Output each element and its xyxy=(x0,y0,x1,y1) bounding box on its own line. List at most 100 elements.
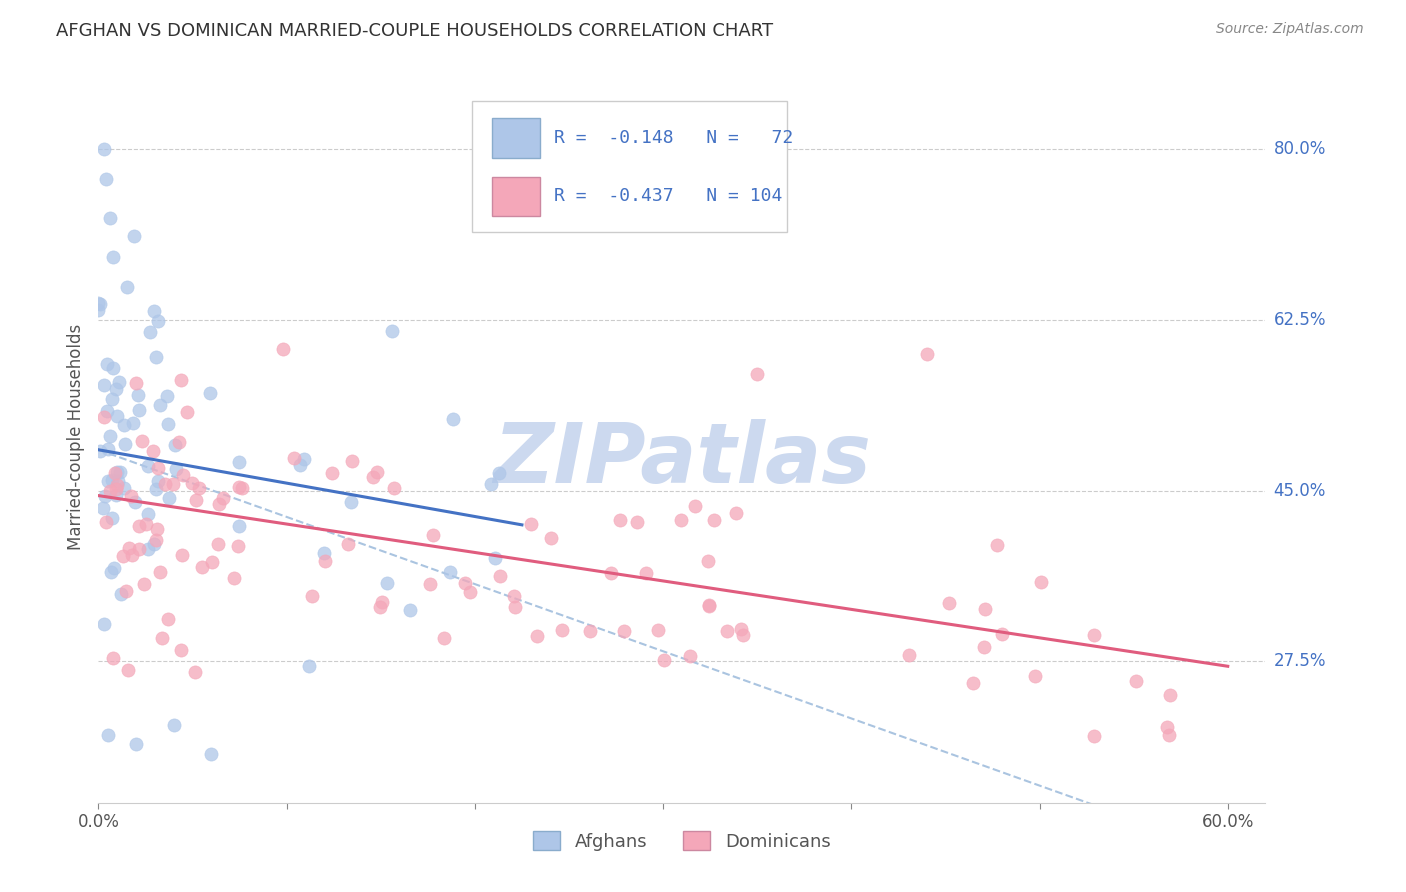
Point xyxy=(1024,669,1046,683)
Point xyxy=(145,533,167,548)
Point xyxy=(990,627,1012,641)
Point xyxy=(125,737,148,751)
Point xyxy=(647,624,669,638)
Point xyxy=(104,466,127,480)
Point xyxy=(149,565,172,579)
Point xyxy=(363,470,385,484)
Point xyxy=(120,490,142,504)
Point xyxy=(699,599,721,614)
Point xyxy=(93,617,115,632)
Point xyxy=(136,507,159,521)
Point xyxy=(1159,688,1181,702)
Point xyxy=(87,302,110,317)
Point xyxy=(121,549,143,563)
Point xyxy=(128,519,150,533)
Point xyxy=(103,250,125,264)
Point xyxy=(156,389,179,403)
Point xyxy=(526,629,548,643)
Point xyxy=(148,398,170,412)
Point xyxy=(124,495,146,509)
Point xyxy=(962,676,984,690)
Point xyxy=(1083,627,1105,641)
Point xyxy=(986,538,1008,552)
Point xyxy=(613,624,636,638)
Point xyxy=(187,481,209,495)
Point xyxy=(669,513,692,527)
Point xyxy=(143,303,166,318)
Point xyxy=(1029,575,1052,590)
Point xyxy=(371,595,394,609)
Point xyxy=(551,624,574,638)
Point xyxy=(146,461,169,475)
Point xyxy=(184,665,207,679)
Point xyxy=(375,576,398,591)
Point xyxy=(540,531,562,545)
Text: 80.0%: 80.0% xyxy=(1274,140,1326,159)
Point xyxy=(93,489,115,503)
Point xyxy=(91,501,114,516)
Point xyxy=(97,727,120,741)
Point xyxy=(520,517,543,532)
Point xyxy=(145,522,167,536)
Point xyxy=(105,488,128,502)
Point xyxy=(382,481,405,495)
Point xyxy=(97,474,120,488)
Point xyxy=(1156,720,1178,734)
Point xyxy=(136,458,159,473)
Point xyxy=(115,280,138,294)
Point xyxy=(169,643,191,657)
Point xyxy=(98,211,121,225)
Point xyxy=(118,541,141,556)
Point xyxy=(148,314,170,328)
Point xyxy=(441,411,464,425)
Point xyxy=(314,553,336,567)
Text: 62.5%: 62.5% xyxy=(1274,311,1326,329)
Point xyxy=(143,537,166,551)
Point xyxy=(101,360,124,375)
Point xyxy=(292,451,315,466)
Point xyxy=(105,465,128,479)
Point xyxy=(112,549,135,563)
Point xyxy=(381,325,404,339)
Point xyxy=(290,458,312,472)
Text: AFGHAN VS DOMINICAN MARRIED-COUPLE HOUSEHOLDS CORRELATION CHART: AFGHAN VS DOMINICAN MARRIED-COUPLE HOUSE… xyxy=(56,22,773,40)
Point xyxy=(1159,728,1181,742)
Point xyxy=(207,537,229,551)
Point xyxy=(108,466,131,480)
Point xyxy=(112,481,135,495)
Point xyxy=(228,480,250,494)
Text: R =  -0.148   N =   72: R = -0.148 N = 72 xyxy=(554,129,793,147)
Point xyxy=(938,596,960,610)
Point xyxy=(368,600,391,615)
Point xyxy=(145,482,167,496)
Point xyxy=(730,622,752,636)
Point xyxy=(105,478,128,492)
Point xyxy=(201,555,224,569)
Point xyxy=(150,631,173,645)
Point xyxy=(96,442,118,457)
Point xyxy=(973,640,995,655)
FancyBboxPatch shape xyxy=(492,118,540,158)
Point xyxy=(165,462,187,476)
Point xyxy=(107,375,129,389)
Point xyxy=(679,649,702,664)
Point xyxy=(231,481,253,495)
Point xyxy=(301,589,323,603)
Point xyxy=(100,392,122,406)
Point xyxy=(136,541,159,556)
Text: 27.5%: 27.5% xyxy=(1274,652,1326,671)
Point xyxy=(96,403,118,417)
Point xyxy=(422,528,444,542)
Point xyxy=(93,142,115,156)
Point xyxy=(454,576,477,591)
Point xyxy=(122,417,145,431)
Point xyxy=(163,438,186,452)
Point xyxy=(155,477,177,491)
FancyBboxPatch shape xyxy=(492,177,540,216)
Point xyxy=(172,468,194,483)
Point xyxy=(132,577,155,591)
Point xyxy=(103,560,125,574)
Text: 45.0%: 45.0% xyxy=(1274,482,1326,500)
Point xyxy=(685,499,707,513)
Point xyxy=(101,650,124,665)
